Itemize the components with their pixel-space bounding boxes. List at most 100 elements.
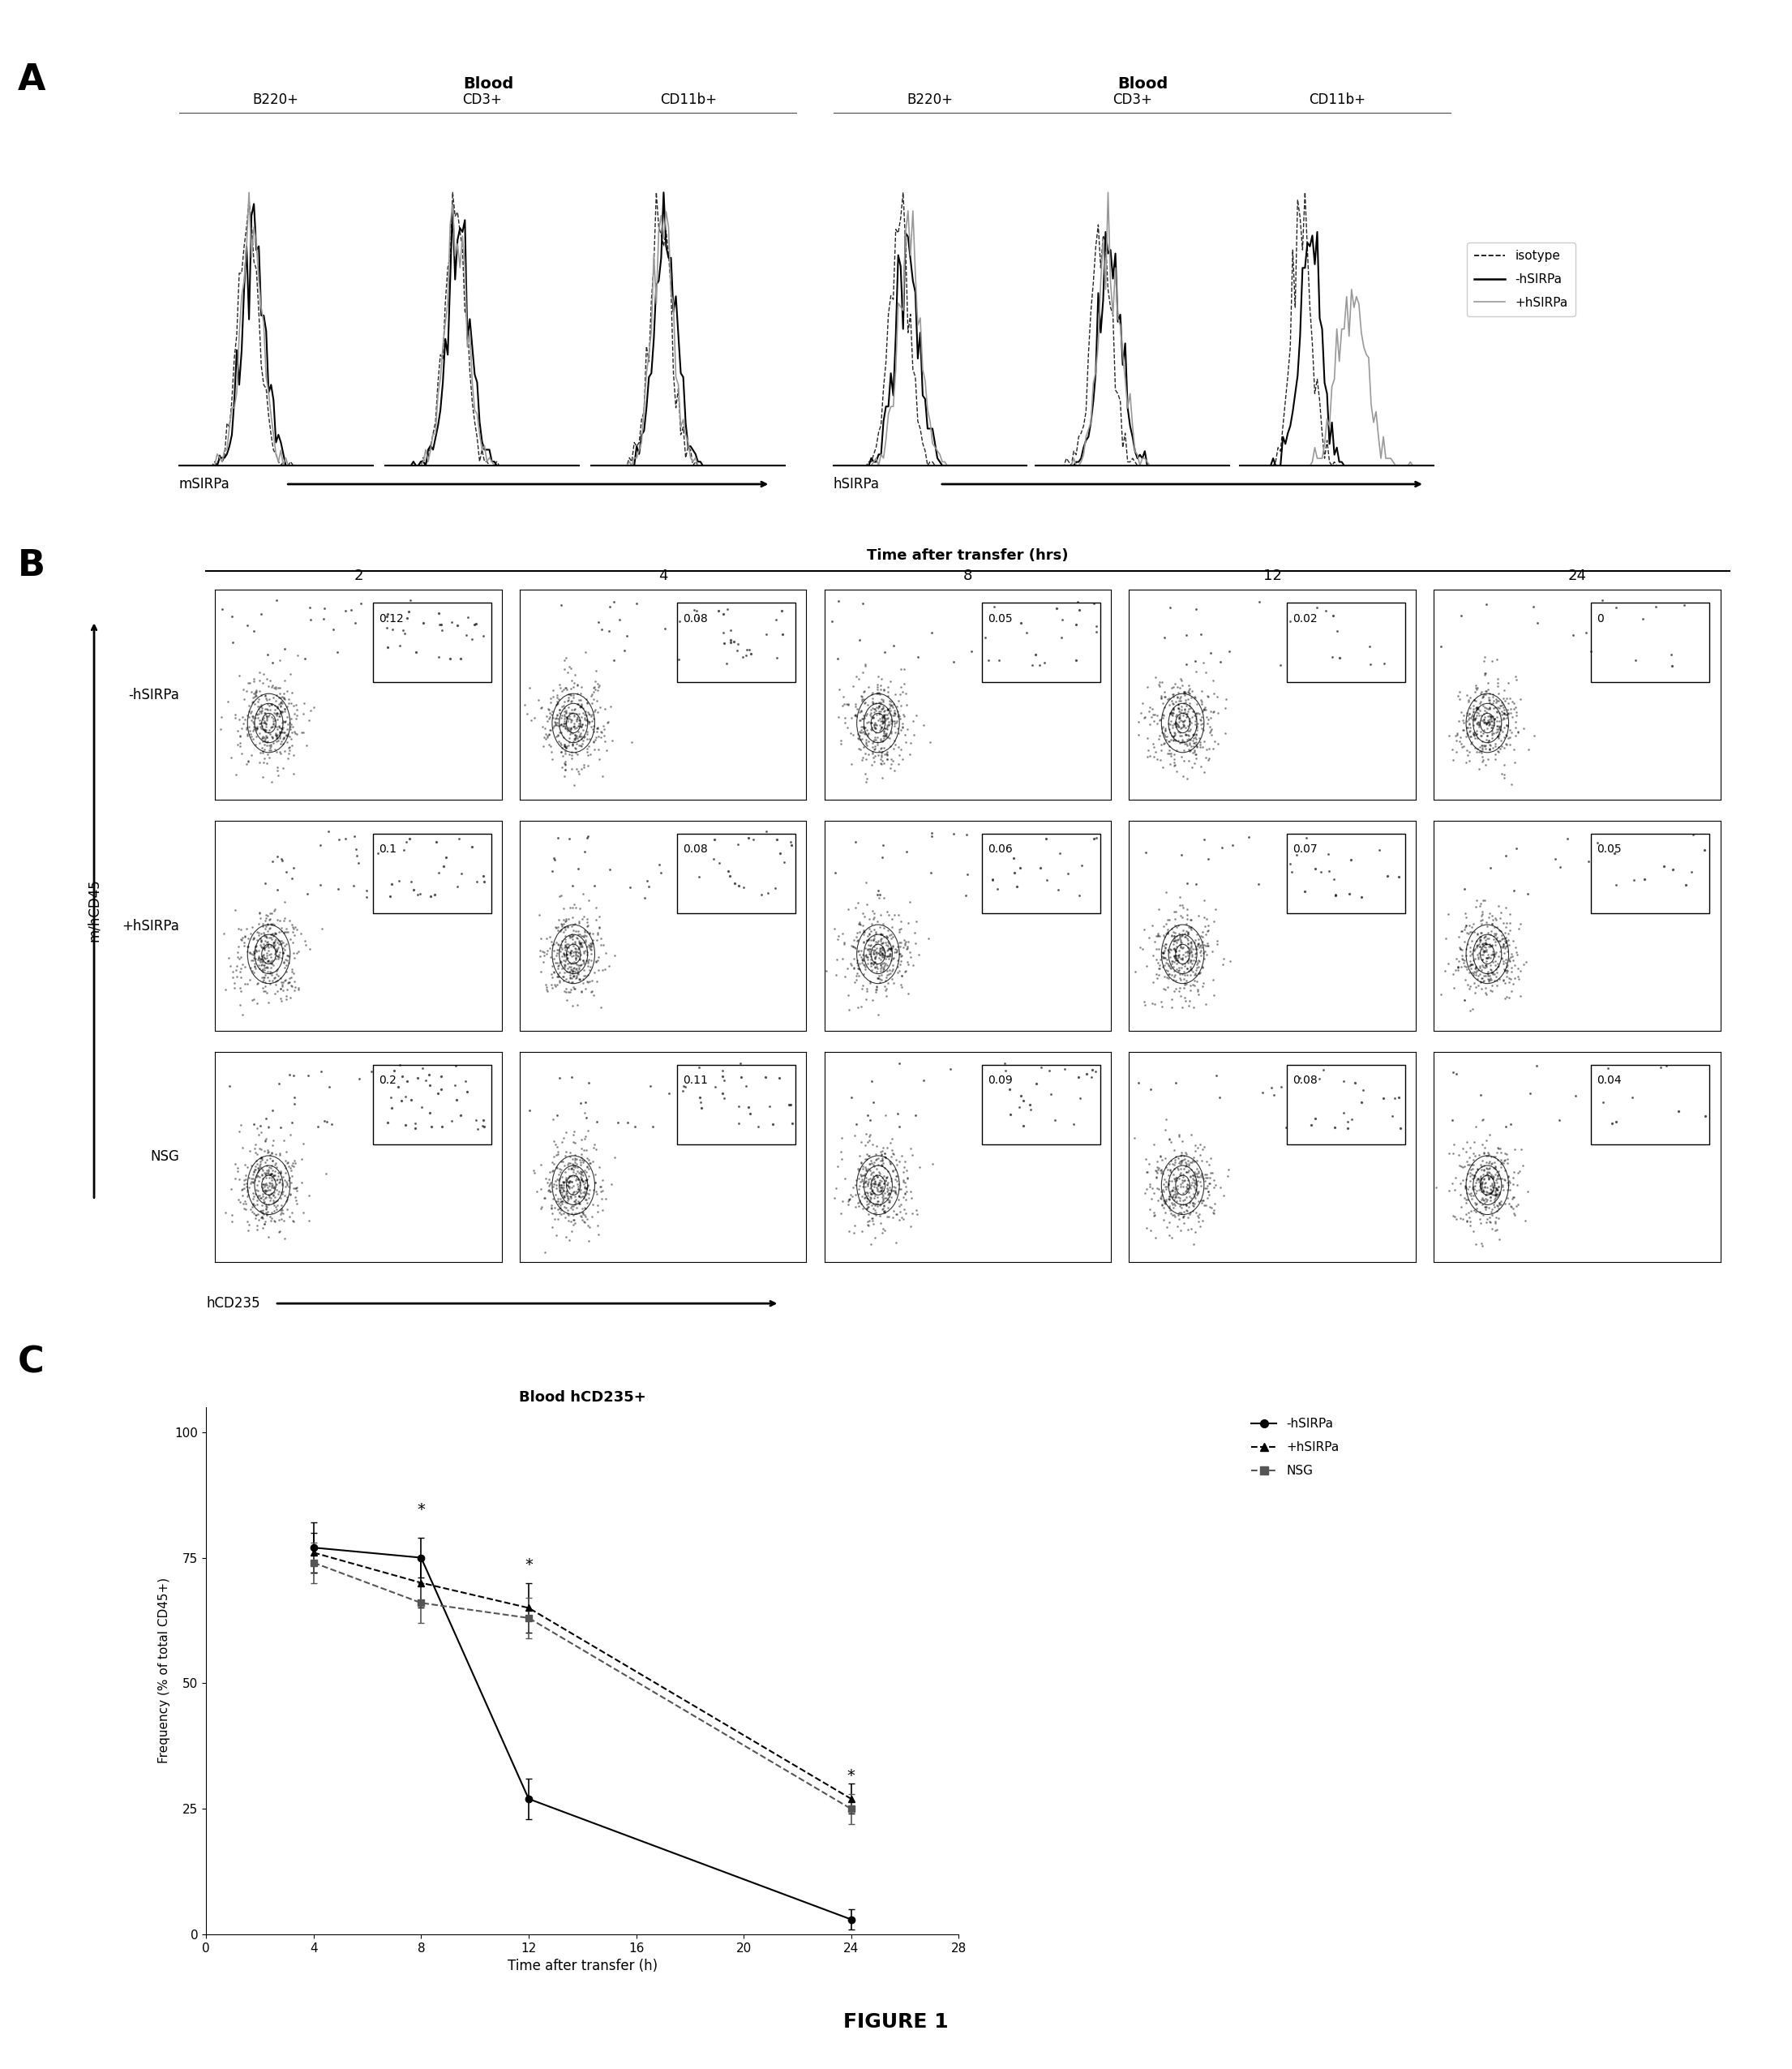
Point xyxy=(1457,948,1486,981)
Point xyxy=(238,699,267,732)
Point xyxy=(855,933,883,966)
Point xyxy=(217,741,246,774)
Point xyxy=(253,1196,281,1229)
Point xyxy=(249,747,278,780)
Point xyxy=(1188,1186,1217,1219)
Point xyxy=(1177,1119,1206,1152)
Point xyxy=(873,1173,901,1206)
Point xyxy=(1163,677,1192,710)
Point xyxy=(280,710,308,743)
Point xyxy=(846,1165,874,1198)
Point xyxy=(1174,1155,1202,1188)
Point xyxy=(271,683,299,716)
Point xyxy=(1475,964,1503,997)
Point xyxy=(323,635,351,668)
Point xyxy=(561,927,590,960)
Point xyxy=(547,1186,575,1219)
Point xyxy=(866,706,894,739)
Point xyxy=(889,712,918,745)
Point xyxy=(867,1161,896,1194)
Point xyxy=(846,906,874,939)
Point xyxy=(851,1165,880,1198)
Point xyxy=(1154,1123,1183,1157)
Point xyxy=(1455,972,1484,1006)
Point xyxy=(538,1192,566,1225)
Point xyxy=(869,1167,898,1200)
Point xyxy=(280,1059,308,1092)
Point xyxy=(233,931,262,964)
Point xyxy=(557,962,586,995)
Point xyxy=(1179,954,1208,987)
Point xyxy=(563,726,591,759)
Point xyxy=(1441,954,1469,987)
Text: A: A xyxy=(18,62,47,97)
Point xyxy=(315,1070,344,1103)
Point xyxy=(1462,970,1491,1003)
Point xyxy=(1172,701,1201,734)
Point xyxy=(1143,919,1172,952)
Point xyxy=(885,954,914,987)
Point xyxy=(1170,948,1199,981)
Point xyxy=(378,612,407,646)
Point xyxy=(866,910,894,943)
Point xyxy=(240,1107,269,1140)
Point xyxy=(536,921,564,954)
Point xyxy=(271,1171,299,1204)
Point xyxy=(561,914,590,948)
Point xyxy=(873,691,901,724)
Point xyxy=(1167,1215,1195,1248)
Point xyxy=(1021,637,1050,670)
Point xyxy=(1450,699,1478,732)
Point xyxy=(889,931,918,964)
Point xyxy=(557,1152,586,1186)
Point xyxy=(1000,857,1029,890)
Point xyxy=(867,937,896,970)
Point xyxy=(1489,693,1518,726)
Point xyxy=(857,948,885,981)
Point xyxy=(830,701,858,734)
Point xyxy=(839,931,867,964)
Point xyxy=(267,910,296,943)
Point xyxy=(564,935,593,968)
Point xyxy=(1161,1161,1190,1194)
Point xyxy=(864,1142,892,1175)
Point xyxy=(554,910,582,943)
Point xyxy=(864,1169,892,1202)
Point xyxy=(527,691,556,724)
Point xyxy=(1448,939,1477,972)
Point xyxy=(1163,670,1192,703)
Point xyxy=(548,674,577,708)
Point xyxy=(1486,706,1514,739)
Point xyxy=(271,1179,299,1212)
Point xyxy=(238,1188,267,1221)
Point xyxy=(339,869,367,902)
Point xyxy=(1487,929,1516,962)
Point xyxy=(1183,1132,1211,1165)
Point xyxy=(426,608,455,641)
Point xyxy=(866,695,894,728)
Point xyxy=(1158,1198,1186,1231)
Point xyxy=(550,939,579,972)
Point xyxy=(1161,685,1190,718)
Point xyxy=(1498,939,1527,972)
Point xyxy=(238,937,267,970)
Point xyxy=(848,1159,876,1192)
Point xyxy=(1152,1210,1181,1243)
Point xyxy=(1043,873,1072,906)
Point xyxy=(564,1163,593,1196)
Point xyxy=(853,761,882,794)
Point xyxy=(1460,954,1489,987)
Point xyxy=(554,691,582,724)
Point xyxy=(980,590,1009,623)
Point xyxy=(1047,621,1075,654)
Point xyxy=(1452,720,1480,753)
Point xyxy=(869,1181,898,1215)
Point xyxy=(1172,985,1201,1018)
Point xyxy=(573,908,602,941)
Point xyxy=(882,1171,910,1204)
Bar xyxy=(373,834,491,912)
Point xyxy=(1190,937,1219,970)
Point xyxy=(570,1144,599,1177)
Point xyxy=(1152,1103,1181,1136)
Point xyxy=(1159,1175,1188,1208)
